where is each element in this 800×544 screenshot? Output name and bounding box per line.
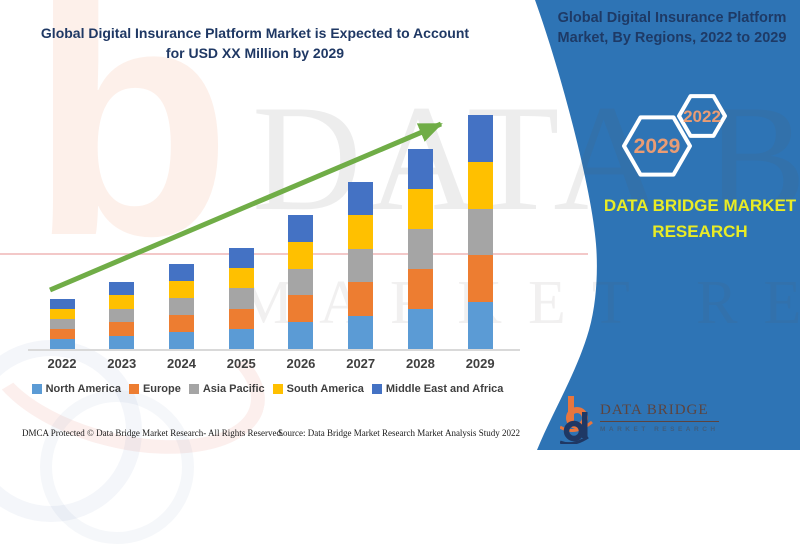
bar-segment: [348, 182, 374, 216]
legend-label: South America: [286, 383, 364, 395]
bar-segment: [467, 208, 493, 256]
watermark-text-line2: MARKET RESEARCH: [238, 269, 800, 337]
bar-segment: [348, 215, 374, 249]
bar-segment: [407, 189, 433, 229]
x-axis-tick-label: 2028: [405, 356, 435, 371]
legend-label: Asia Pacific: [202, 383, 265, 395]
legend-swatch: [371, 384, 382, 394]
dmca-notice: DMCA Protected © Data Bridge Market Rese…: [22, 428, 284, 438]
bar-segment: [109, 335, 135, 349]
bar-segment: [228, 328, 254, 349]
bar-segment: [407, 229, 433, 269]
bar-segment: [49, 329, 75, 339]
bar-segment: [49, 339, 75, 349]
bar-segment: [407, 149, 433, 189]
legend-item: South America: [272, 383, 364, 395]
bar-segment: [228, 308, 254, 329]
bar-segment: [288, 295, 314, 323]
bar-segment: [109, 308, 135, 323]
x-axis-tick-label: 2029: [465, 356, 495, 371]
bar-segment: [109, 282, 135, 296]
bar-segment: [467, 302, 493, 349]
sidebar-curved-shape: [535, 0, 800, 450]
bar-segment: [288, 268, 314, 296]
bar-segment: [467, 255, 493, 303]
legend-item: Middle East and Africa: [371, 383, 504, 395]
logo-name-text: DATA BRIDGE: [600, 402, 719, 422]
legend-label: Europe: [142, 383, 181, 395]
legend-swatch: [31, 384, 42, 394]
legend-swatch: [188, 384, 199, 394]
x-axis-tick-label: 2027: [346, 356, 376, 371]
sidebar-title: Global Digital Insurance Platform Market…: [557, 10, 787, 46]
legend-item: North America: [31, 383, 121, 395]
bar-segment: [109, 295, 135, 309]
bar-segment: [348, 248, 374, 283]
bar-segment: [348, 315, 374, 349]
bar-segment: [109, 322, 135, 336]
bar-segment: [168, 298, 194, 315]
company-logo: DATA BRIDGE MARKET RESEARCH: [560, 396, 719, 444]
logo-subtitle-text: MARKET RESEARCH: [600, 426, 719, 433]
bar-segment: [467, 161, 493, 209]
bar-segment: [49, 309, 75, 319]
legend-item: Asia Pacific: [188, 383, 265, 395]
chart-legend: North America Europe Asia Pacific South Ame…: [0, 383, 535, 395]
bar-segment: [168, 281, 194, 298]
bar-segment: [168, 264, 194, 281]
bar-segment: [228, 268, 254, 289]
x-axis-tick-label: 2022: [47, 356, 77, 371]
legend-swatch: [128, 384, 139, 394]
sidebar-panel: [535, 0, 800, 450]
bar-segment: [168, 315, 194, 332]
logo-wordmark: DATA BRIDGE MARKET RESEARCH: [600, 396, 719, 444]
bar-segment: [168, 332, 194, 349]
legend-label: Middle East and Africa: [385, 383, 504, 395]
source-note: Source: Data Bridge Market Research Mark…: [278, 428, 520, 438]
x-axis-tick-label: 2024: [167, 356, 196, 371]
bar-segment: [407, 309, 433, 349]
bar-segment: [467, 115, 493, 162]
bar-segment: [288, 215, 314, 242]
chart-title: Global Digital Insurance Platform Market…: [40, 25, 470, 61]
bar-segment: [288, 322, 314, 349]
bar-segment: [407, 269, 433, 309]
legend-item: Europe: [128, 383, 181, 395]
bar-segment: [49, 299, 75, 309]
bar-segment: [49, 319, 75, 329]
x-axis-tick-label: 2023: [107, 356, 137, 371]
bar-segment: [288, 241, 314, 269]
x-axis-line: [28, 349, 520, 351]
bar-segment: [228, 248, 254, 269]
legend-swatch: [272, 384, 283, 394]
bar-segment: [348, 282, 374, 316]
legend-label: North America: [45, 383, 121, 395]
x-axis-tick-label: 2025: [226, 356, 256, 371]
data-bridge-logo-icon: [560, 396, 593, 444]
x-axis-tick-label: 2026: [286, 356, 316, 371]
brand-name-text: DATA BRIDGE MARKET RESEARCH: [603, 196, 797, 242]
bar-segment: [228, 288, 254, 309]
